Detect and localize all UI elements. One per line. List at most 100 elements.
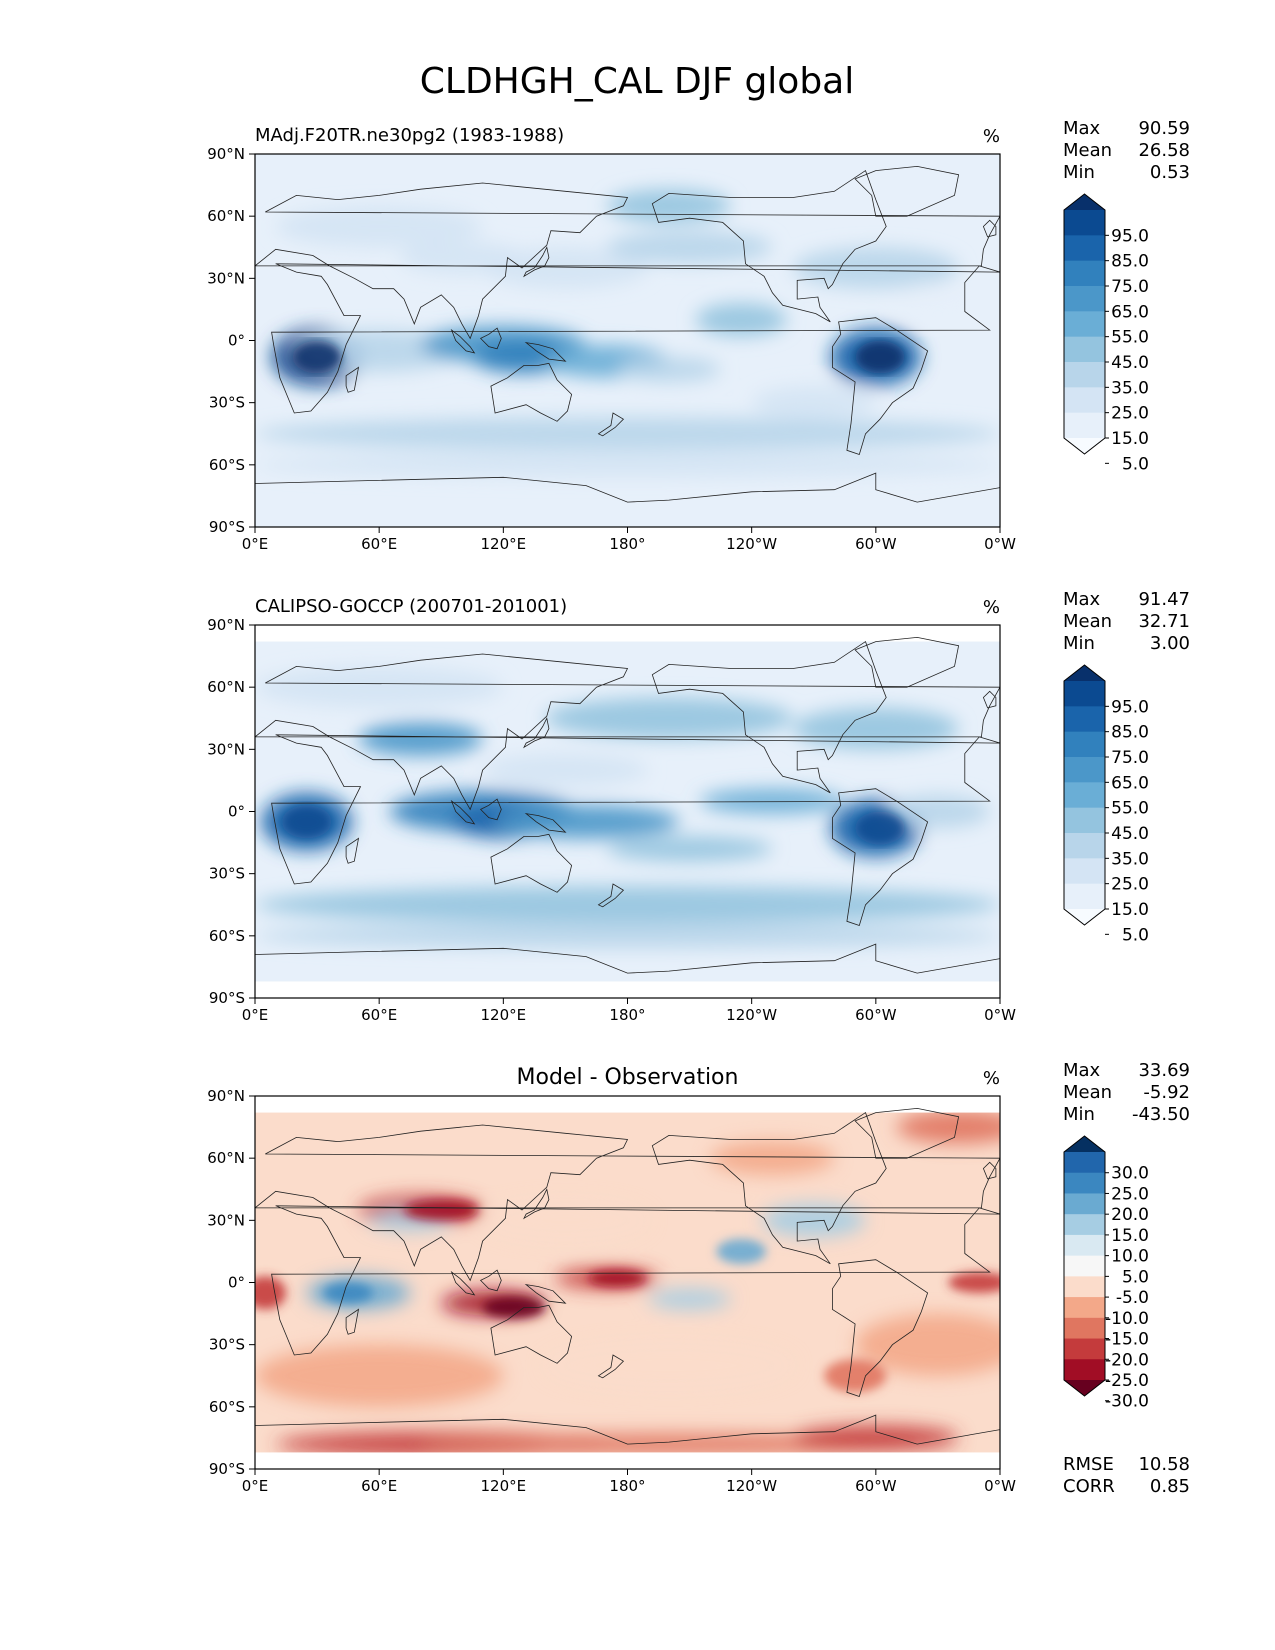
x-tick-label: 0°W [984,1006,1016,1024]
coastline-australia [490,362,573,422]
footer-stat-value: 10.58 [1138,1454,1190,1475]
coastline-british-isles [982,1161,997,1180]
y-tick-label: 90°S [209,1460,245,1478]
coastline-new-guinea [524,1283,567,1304]
footer-stat-label: CORR [1063,1476,1115,1497]
coastline-new-guinea [524,341,567,362]
colorbar-segment [1064,387,1105,414]
diff-panel-title: Model - Observation [517,1065,739,1090]
diff-contour-region [482,1199,649,1242]
y-tick-label: 90°S [209,989,245,1007]
colorbar-level-label: 65.0 [1111,773,1149,793]
y-tick-label: 30°N [207,1211,245,1229]
stat-value: 91.47 [1138,589,1190,610]
obs-contour-region [886,794,990,829]
y-tick-label: 60°N [207,207,245,225]
colorbar-segment [1064,731,1105,758]
obs-contour-region [699,788,845,814]
colorbar-level-label: 15.0 [1111,1226,1149,1246]
x-tick-label: 180° [609,535,645,553]
diff-contour-region [323,1282,373,1304]
x-tick-label: 120°E [481,1006,527,1024]
obs-colorbar: 95.0 85.0 75.0 65.0 55.0 45.0 35.0 25.0 15.0 5.0 [1063,664,1149,945]
colorbar-level-label: 65.0 [1111,302,1149,322]
x-tick-label: 0°E [242,1006,269,1024]
x-tick-label: 0°E [242,1477,269,1495]
colorbar-segment [1064,362,1105,388]
coastline-sumatra [450,799,476,825]
coastline-new-guinea [524,812,567,833]
colorbar-level-label: 45.0 [1111,353,1149,373]
colorbar-level-label: 5.0 [1122,925,1149,945]
x-tick-label: 60°E [361,1477,397,1495]
colorbar-segment [1064,1172,1105,1194]
stat-label: Mean [1063,140,1112,161]
coastline-eurasia [255,653,1000,811]
obs-coastlines [255,636,1000,998]
coastline-south-america [832,788,929,927]
diff-missing-north [255,1096,1000,1113]
coastline-new-zealand [597,883,625,908]
y-tick-label: 30°N [207,740,245,758]
colorbar-segment [1064,782,1105,809]
stat-label: Min [1063,1104,1095,1125]
obs-contour-region [793,707,959,750]
diff-contour-region [420,1433,918,1455]
figure-title: CLDHGH_CAL DJF global [420,61,855,102]
obs-contour-region [544,697,794,739]
colorbar-segment [1064,706,1105,733]
colorbar-segment [1064,235,1105,262]
y-tick-label: 0° [228,803,245,821]
colorbar-level-label: 55.0 [1111,799,1149,819]
x-tick-label: 0°W [984,1477,1016,1495]
x-tick-label: 60°E [361,535,397,553]
obs-contour-region [255,666,504,708]
diff-contour-region [716,1238,767,1264]
colorbar-segment [1064,311,1105,338]
colorbar-extend-min [1064,1380,1105,1396]
colorbar-level-label: -5.0 [1116,1288,1149,1308]
x-tick-label: 180° [609,1477,645,1495]
y-tick-label: 90°N [207,1087,245,1105]
diff-contour-region [855,1313,1000,1376]
y-tick-label: 30°N [207,269,245,287]
colorbar-level-label: 20.0 [1111,1205,1149,1225]
colorbar-segment [1064,1152,1105,1174]
y-tick-label: 0° [228,332,245,350]
colorbar-level-label: 10.0 [1111,1247,1149,1267]
model-contour-region [617,357,721,382]
model-colorbar: 95.0 85.0 75.0 65.0 55.0 45.0 35.0 25.0 15.0 5.0 [1063,193,1149,474]
y-tick-label: 60°S [209,927,245,945]
coastline-japan [523,717,550,749]
obs-field [255,625,1000,998]
colorbar-segment [1064,757,1105,783]
stat-value: 26.58 [1138,140,1190,161]
colorbar-segment [1064,1317,1105,1340]
colorbar-level-label: 85.0 [1111,252,1149,272]
colorbar-segment [1064,807,1105,834]
colorbar-level-label: 95.0 [1111,697,1149,717]
diff-contour-region [404,1199,479,1221]
coastline-greenland [854,636,960,688]
coastline-british-isles [982,690,997,709]
model-contour-region [606,189,731,223]
colorbar-level-label: 35.0 [1111,849,1149,869]
obs-contour-region [281,805,332,839]
colorbar-segment [1064,681,1105,707]
stat-label: Mean [1063,611,1112,632]
diff-contour-region [544,1340,794,1391]
model-field [255,189,1000,478]
colorbar-level-label: 45.0 [1111,824,1149,844]
colorbar-level-label: -20.0 [1105,1350,1149,1370]
coastline-new-zealand [597,1354,625,1379]
coastline-australia [490,1304,573,1364]
obs-contour-region [492,805,680,839]
obs-panel: 0°E 60°E 120°E 180° 120°W 60°W 0°W 90°N 60°N 30°N… [207,589,1190,1024]
x-tick-label: 120°E [481,535,527,553]
model-panel-title: MAdj.F20TR.ne30pg2 (1983-1988) [255,125,564,146]
y-tick-label: 30°S [209,1336,245,1354]
coastline-north-america [651,1111,887,1265]
coastline-antarctica [255,472,1000,527]
colorbar-level-label: 15.0 [1111,429,1149,449]
coastline-sumatra [450,328,476,354]
